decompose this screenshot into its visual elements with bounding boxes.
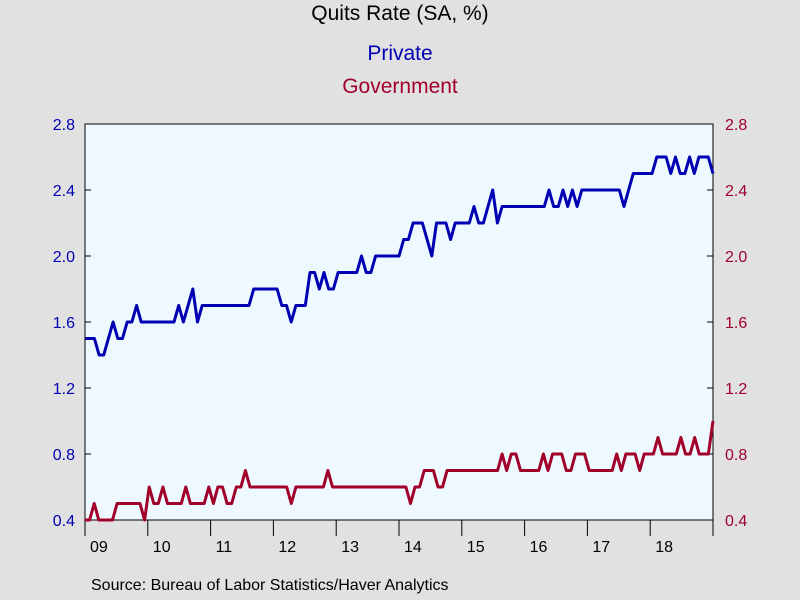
- y-left-tick-label: 0.4: [53, 513, 75, 530]
- y-left-tick-label: 1.2: [53, 381, 75, 398]
- y-left-tick-label: 2.4: [53, 183, 75, 200]
- source-note: Source: Bureau of Labor Statistics/Haver…: [91, 577, 449, 594]
- series-label-government: Government: [342, 75, 458, 98]
- x-tick-label: 16: [530, 539, 548, 556]
- y-left-tick-label: 2.0: [53, 249, 75, 266]
- y-left-tick-label: 0.8: [53, 447, 75, 464]
- x-tick-label: 15: [467, 539, 485, 556]
- y-right-tick-label: 2.4: [725, 183, 747, 200]
- chart-title: Quits Rate (SA, %): [311, 2, 489, 25]
- y-left-tick-label: 2.8: [53, 117, 75, 134]
- x-tick-label: 10: [153, 539, 171, 556]
- x-tick-label: 14: [404, 539, 422, 556]
- y-right-tick-label: 2.8: [725, 117, 747, 134]
- x-tick-label: 17: [592, 539, 610, 556]
- x-tick-label: 12: [278, 539, 296, 556]
- x-tick-label: 13: [341, 539, 359, 556]
- y-right-tick-label: 1.6: [725, 315, 747, 332]
- series-line-private: [85, 155, 715, 357]
- series-label-private: Private: [367, 42, 433, 65]
- x-tick-label: 18: [655, 539, 673, 556]
- series-line-government: [85, 420, 715, 522]
- y-right-tick-label: 0.8: [725, 447, 747, 464]
- y-left-tick-label: 1.6: [53, 315, 75, 332]
- y-right-tick-label: 2.0: [725, 249, 747, 266]
- y-right-tick-label: 0.4: [725, 513, 747, 530]
- x-tick-label: 09: [90, 539, 108, 556]
- x-tick-label: 11: [216, 539, 233, 556]
- y-right-tick-label: 1.2: [725, 381, 747, 398]
